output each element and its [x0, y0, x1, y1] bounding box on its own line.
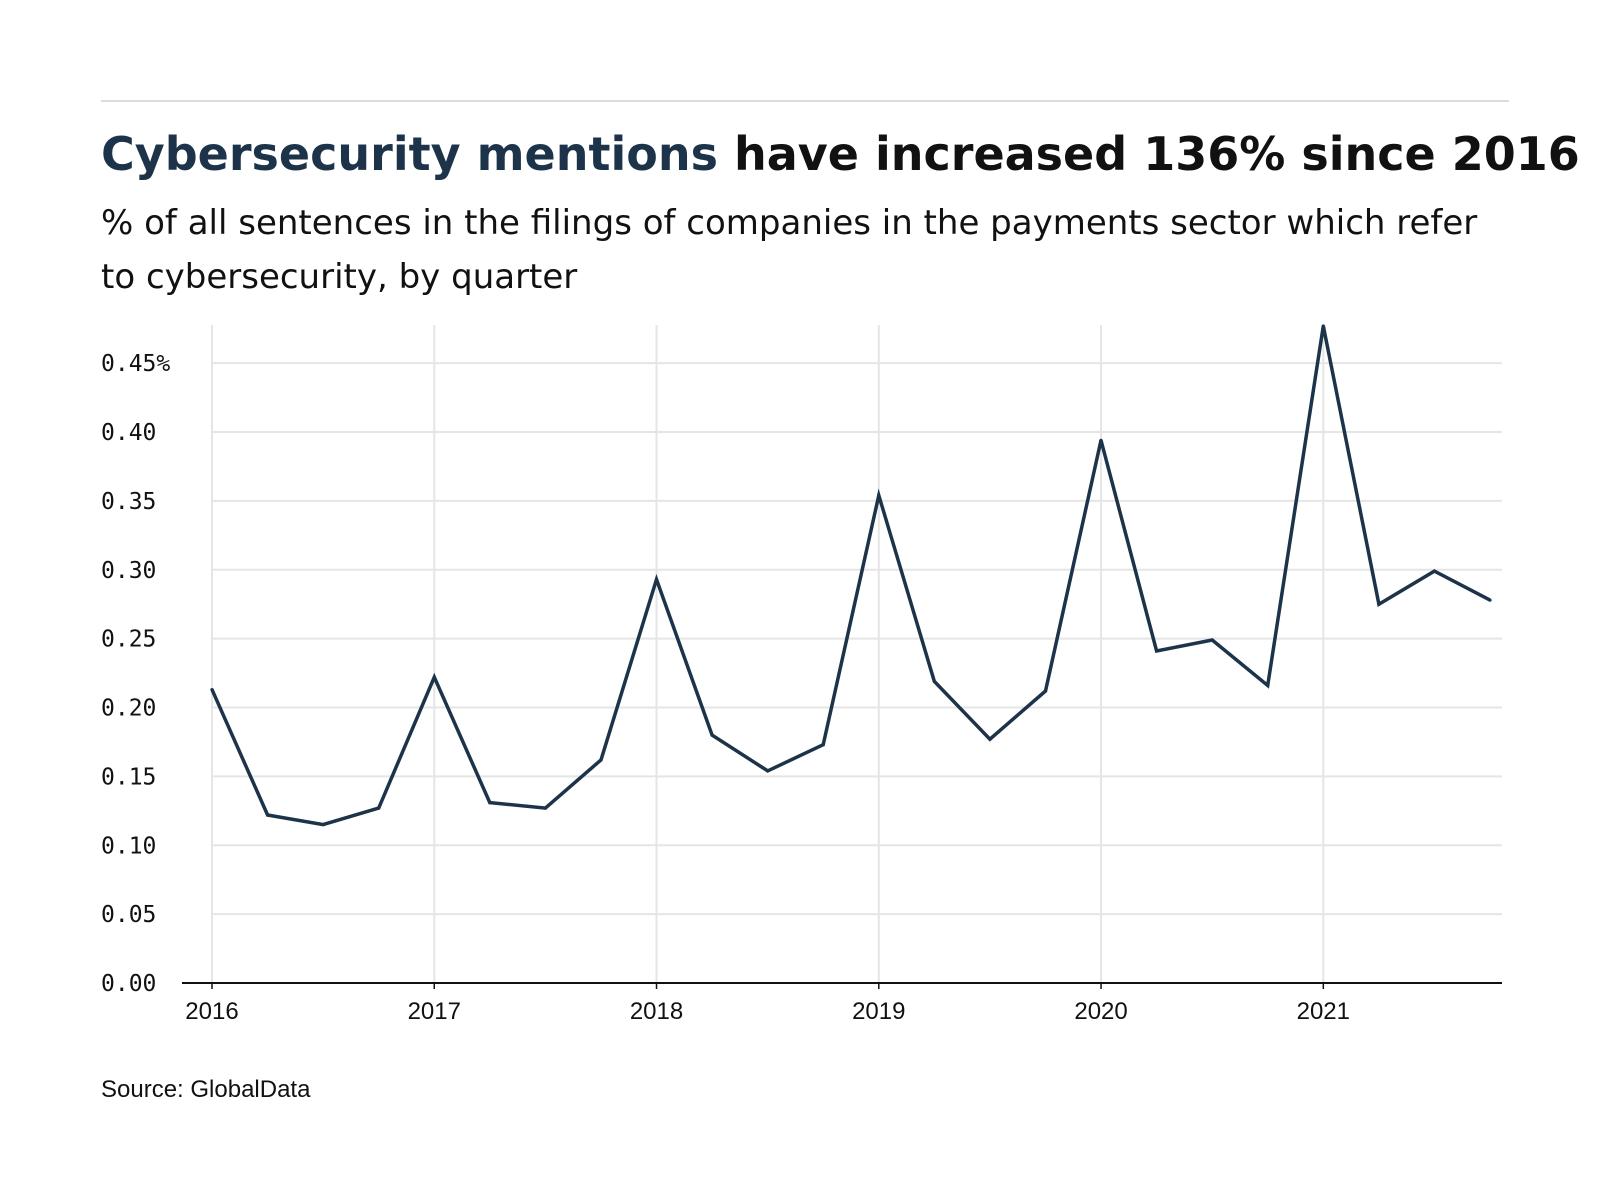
headline-rest: have increased 136% since 2016 [717, 127, 1580, 181]
data-point [1043, 689, 1048, 693]
axes [182, 982, 1502, 989]
y-tick-label: 0.25 [101, 627, 156, 653]
data-point [821, 743, 825, 747]
y-tick-label: 0.40 [101, 420, 156, 446]
data-point [932, 679, 936, 683]
source-note: Source: GlobalData [101, 1076, 311, 1103]
data-point [321, 823, 325, 827]
data-point [432, 675, 436, 679]
series-line [210, 325, 1491, 827]
data-point [1099, 438, 1103, 442]
y-tick-label: 0.35 [101, 489, 156, 515]
headline-highlight: Cybersecurity mentions [101, 127, 718, 181]
x-tick-label: 2019 [852, 998, 905, 1025]
x-tick-label: 2018 [630, 998, 683, 1025]
x-tick-label: 2020 [1074, 998, 1127, 1025]
top-divider [101, 100, 1509, 102]
data-point [1266, 683, 1270, 688]
y-tick-label: 0.10 [101, 833, 156, 859]
data-point [1432, 569, 1436, 573]
data-point [266, 813, 270, 817]
y-tick-label: 0.00 [101, 971, 156, 997]
x-tick-label: 2021 [1297, 998, 1350, 1025]
y-tick-label: 0.05 [101, 902, 156, 928]
x-tick-label: 2017 [408, 998, 461, 1025]
y-tick-label: 0.20 [101, 696, 156, 722]
gridlines [211, 325, 1502, 983]
data-point [654, 577, 659, 582]
data-point [1155, 649, 1159, 653]
y-tick-label: 0.45% [101, 351, 170, 377]
data-point [543, 806, 548, 810]
data-point [766, 769, 770, 773]
y-tick-label: 0.30 [101, 558, 156, 584]
series-layer [210, 324, 1492, 827]
x-tick-label: 2016 [185, 998, 238, 1025]
data-point [599, 758, 603, 762]
data-point [988, 737, 992, 741]
data-point [877, 493, 881, 497]
data-point [1321, 324, 1325, 328]
data-point [710, 733, 714, 737]
y-tick-labels: 0.00 0.05 0.10 0.15 0.20 0.25 0.30 0.35 0.40 0.45… [101, 351, 170, 997]
data-point [1488, 598, 1492, 602]
chart-subtitle: % of all sentences in the filings of com… [101, 203, 1478, 297]
data-point [1377, 602, 1381, 606]
data-point [377, 806, 381, 810]
data-point [210, 688, 214, 692]
data-point [488, 801, 492, 805]
data-point [1210, 638, 1214, 642]
y-tick-label: 0.15 [101, 764, 156, 790]
x-tick-labels: 2016 2017 2018 2019 2020 2021 [185, 998, 1350, 1025]
chart-headline: Cybersecurity mentions have increased 13… [101, 122, 1580, 186]
